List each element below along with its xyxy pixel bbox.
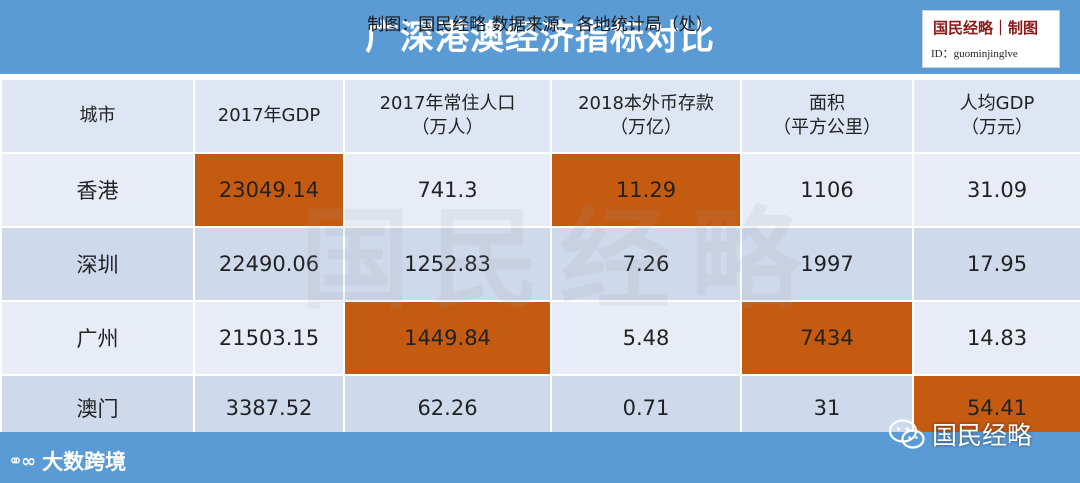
cell-deposits: 7.26 [550,226,742,302]
cell-deposits: 11.29 [550,152,742,228]
brand-id: ID：guominjinglve [931,48,1018,60]
brand-box: 国民经略｜制图 ID：guominjinglve [922,10,1060,68]
cell-deposits: 5.48 [550,300,742,376]
cell-city: 深圳 [0,226,195,302]
cell-gdp: 21503.15 [193,300,345,376]
header-deposits: 2018本外币存款 （万亿） [550,78,742,154]
cell-area: 1106 [740,152,914,228]
cell-population: 1449.84 [343,300,552,376]
cell-gdp-per-capita: 31.09 [912,152,1080,228]
table-row: 广州 21503.15 1449.84 5.48 7434 14.83 [0,300,1080,376]
cell-population: 62.26 [343,374,552,442]
cell-population: 1252.83 [343,226,552,302]
wechat-watermark: 国民经略 [888,414,1032,454]
page-title: 广深港澳经济指标对比 [365,18,715,58]
cell-city: 广州 [0,300,195,376]
header-population: 2017年常住人口 （万人） [343,78,552,154]
cell-gdp-per-capita: 54.41 [912,374,1080,442]
footer-source-note: 制图：国民经略 数据来源：各地统计局（处） [367,15,713,35]
brand-name: 国民经略｜制图 [933,19,1039,37]
cell-gdp: 22490.06 [193,226,345,302]
wechat-icon [888,419,925,449]
comparison-table: 城市 2017年GDP 2017年常住人口 （万人） 2018本外币存款 （万亿… [0,78,1080,442]
cell-deposits: 0.71 [550,374,742,442]
table-row: 深圳 22490.06 1252.83 7.26 1997 17.95 [0,226,1080,302]
cell-area: 7434 [740,300,914,376]
cell-gdp-per-capita: 14.83 [912,300,1080,376]
cell-population: 741.3 [343,152,552,228]
cell-gdp: 3387.52 [193,374,345,442]
cell-area: 1997 [740,226,914,302]
cell-area: 31 [740,374,914,442]
table-row: 澳门 3387.52 62.26 0.71 31 54.41 [0,374,1080,442]
left-logo: ⚭∞ 大数跨境 [8,444,126,478]
header-gdp: 2017年GDP [193,78,345,154]
wechat-account-label: 国民经略 [932,421,1033,450]
header-area: 面积 （平方公里） [740,78,914,154]
cell-city: 香港 [0,152,195,228]
header-city: 城市 [0,78,195,154]
table-header-row: 城市 2017年GDP 2017年常住人口 （万人） 2018本外币存款 （万亿… [0,78,1080,154]
cell-gdp: 23049.14 [193,152,345,228]
title-bar [0,0,1080,76]
cell-city: 澳门 [0,374,195,442]
left-logo-label: 大数跨境 [42,450,127,474]
cell-gdp-per-capita: 17.95 [912,226,1080,302]
header-gdp-per-capita: 人均GDP （万元） [912,78,1080,154]
table-row: 香港 23049.14 741.3 11.29 1106 31.09 [0,152,1080,228]
infinity-logo-icon: ⚭∞ [8,450,36,472]
